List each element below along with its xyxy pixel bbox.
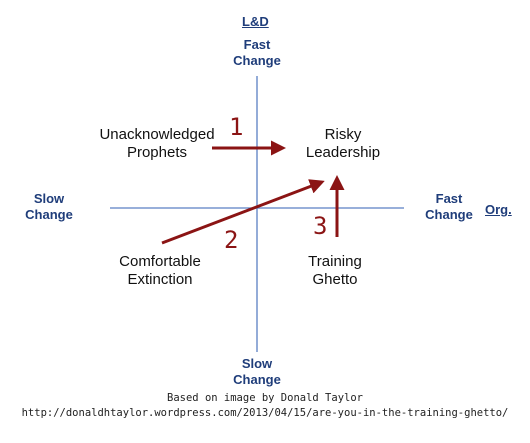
vertical-top-label: Fast Change [226,37,288,69]
quadrant-bottom-right-line2: Ghetto [312,271,358,288]
arrow-2 [161,179,325,245]
vertical-top-label-line2: Change [233,53,281,68]
caption-attribution: Based on image by Donald Taylor [167,392,363,404]
horizontal-right-label-line2: Change [425,207,473,222]
quadrant-top-left-line1: Unacknowledged [99,126,215,143]
vertical-bottom-label-line2: Change [233,372,281,387]
quadrant-bottom-left: Comfortable Extinction [105,253,215,289]
horizontal-left-label-line2: Change [25,207,73,222]
horizontal-right-label-line1: Fast [435,191,463,206]
quadrant-top-left: Unacknowledged Prophets [92,126,222,162]
quadrant-bottom-left-line2: Extinction [127,271,193,288]
caption-url: http://donaldhtaylor.wordpress.com/2013/… [21,407,509,419]
arrow-3-number: 3 [313,212,328,240]
vertical-top-label-line1: Fast [243,37,271,52]
horizontal-axis-name: Org. [485,202,512,217]
horizontal-left-label: Slow Change [18,191,80,223]
vertical-bottom-label: Slow Change [226,356,288,388]
quadrant-top-left-line2: Prophets [126,144,188,161]
quadrant-top-right: Risky Leadership [293,126,393,162]
horizontal-right-label: Fast Change [418,191,480,223]
quadrant-bottom-right-line1: Training [308,253,362,270]
quadrant-top-right-line1: Risky [324,126,362,143]
horizontal-left-label-line1: Slow [33,191,65,206]
quadrant-bottom-right: Training Ghetto [290,253,380,289]
vertical-bottom-label-line1: Slow [241,356,273,371]
arrow-1-number: 1 [229,113,244,141]
vertical-axis-name: L&D [242,14,269,29]
quadrant-bottom-left-line1: Comfortable [119,253,201,270]
arrow-2-number: 2 [224,226,239,254]
quadrant-top-right-line2: Leadership [305,144,381,161]
